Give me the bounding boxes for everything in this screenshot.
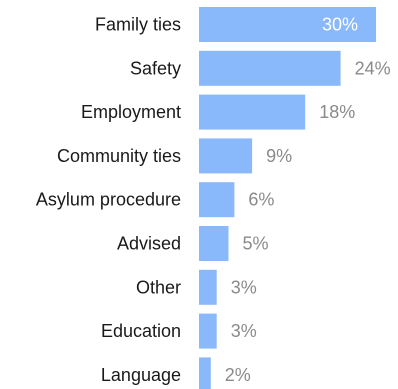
value-label: 3% (231, 321, 257, 341)
category-label: Asylum procedure (36, 190, 181, 210)
category-label: Employment (81, 102, 181, 122)
value-label: 2% (225, 365, 251, 385)
value-label: 30% (322, 15, 358, 35)
bar-community-ties (199, 138, 253, 174)
category-label: Language (101, 365, 181, 385)
value-label: 5% (243, 234, 269, 254)
bar-employment (199, 94, 306, 130)
bar-asylum-procedure (199, 182, 235, 218)
category-label: Safety (130, 58, 181, 78)
category-label: Community ties (57, 146, 181, 166)
bar-family-ties (199, 7, 376, 42)
bar-other (199, 269, 217, 305)
value-label: 18% (319, 102, 355, 122)
value-label: 24% (355, 58, 391, 78)
bar-advised (199, 226, 229, 261)
category-label: Other (136, 277, 181, 297)
category-label: Advised (117, 234, 181, 254)
bar-language (199, 357, 211, 389)
value-label: 9% (266, 146, 292, 166)
category-label: Family ties (95, 15, 181, 35)
value-label: 3% (231, 277, 257, 297)
bar-safety (199, 50, 341, 86)
bar-education (199, 313, 217, 349)
value-label: 6% (248, 190, 274, 210)
category-label: Education (101, 321, 181, 341)
